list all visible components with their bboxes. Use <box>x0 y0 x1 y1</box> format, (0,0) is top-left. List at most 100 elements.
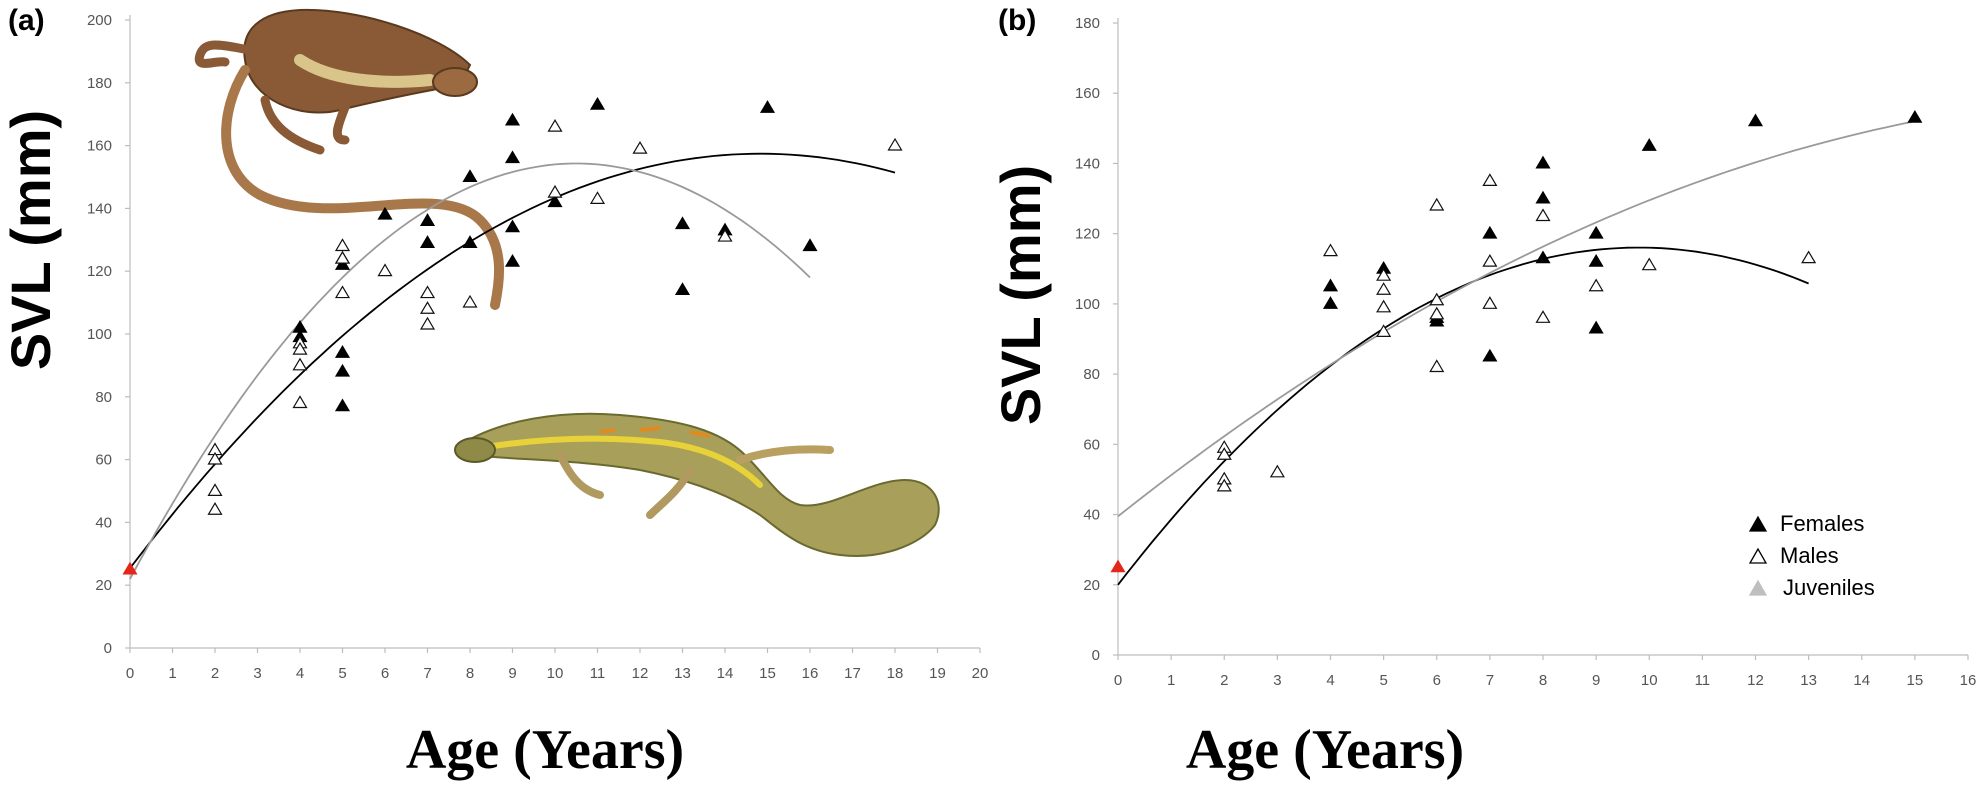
point-females <box>504 254 521 267</box>
point-females <box>334 257 351 270</box>
point-males <box>887 137 903 151</box>
point-females <box>419 213 436 226</box>
x-tick-label: 14 <box>717 665 734 682</box>
point-females <box>1588 320 1604 334</box>
x-tick-label: 8 <box>466 665 474 682</box>
fit-curve-females <box>1117 246 1809 586</box>
y-tick-label: 20 <box>1083 577 1100 594</box>
y-tick-label: 100 <box>1075 296 1100 313</box>
fit-curve-females <box>129 152 896 569</box>
point-females <box>1588 225 1604 239</box>
point-females <box>334 363 351 377</box>
point-males <box>334 250 351 264</box>
panel-label-a: (a) <box>8 4 45 37</box>
point-females <box>759 100 776 113</box>
x-tick-label: 6 <box>381 665 389 682</box>
point-males <box>589 191 606 204</box>
point-males <box>419 316 436 330</box>
y-tick-label: 60 <box>1083 436 1100 453</box>
x-tick-label: 7 <box>423 665 431 682</box>
point-males <box>632 140 648 154</box>
point-origin <box>122 561 138 575</box>
y-tick-label: 160 <box>1075 85 1100 102</box>
y-tick-label: 40 <box>95 514 112 531</box>
x-tick-label: 6 <box>1433 672 1441 689</box>
x-tick-label: 15 <box>1907 672 1924 689</box>
point-males <box>1429 197 1445 211</box>
point-males <box>1429 292 1445 306</box>
point-females <box>1588 253 1604 267</box>
x-tick-label: 0 <box>126 665 134 682</box>
x-tick-label: 1 <box>168 665 176 682</box>
point-males <box>1429 359 1445 373</box>
y-tick-label: 60 <box>95 452 112 469</box>
y-tick-label: 140 <box>87 200 112 217</box>
point-males <box>419 285 436 299</box>
point-females <box>1747 113 1764 127</box>
point-males <box>1535 310 1551 323</box>
point-males <box>292 395 308 409</box>
point-males <box>1482 296 1498 309</box>
point-males <box>1376 282 1392 295</box>
y-tick-label: 80 <box>1083 366 1100 383</box>
point-females <box>589 97 606 110</box>
x-tick-label: 3 <box>1273 672 1281 689</box>
xlabel-a: Age (Years) <box>406 719 684 781</box>
x-tick-label: 19 <box>929 665 946 682</box>
x-tick-label: 12 <box>632 665 649 682</box>
point-males <box>1216 447 1232 460</box>
x-tick-label: 2 <box>1220 672 1228 689</box>
x-tick-label: 11 <box>590 665 606 682</box>
fit-curve-males <box>1117 120 1916 518</box>
y-tick-label: 100 <box>87 326 112 343</box>
x-tick-label: 5 <box>338 665 346 682</box>
x-tick-label: 5 <box>1379 672 1387 689</box>
point-females <box>1482 225 1498 239</box>
x-tick-label: 3 <box>253 665 261 682</box>
x-tick-label: 16 <box>802 665 819 682</box>
y-tick-label: 0 <box>104 640 112 657</box>
point-females <box>1907 110 1923 123</box>
y-tick-label: 80 <box>95 389 112 406</box>
y-tick-label: 120 <box>1075 226 1100 243</box>
point-males <box>1801 250 1817 264</box>
y-tick-label: 200 <box>87 12 112 29</box>
x-tick-label: 14 <box>1853 672 1870 689</box>
fits-b <box>1117 120 1916 586</box>
point-females <box>1429 313 1445 327</box>
point-males <box>292 341 308 355</box>
point-males <box>1322 243 1339 257</box>
point-males <box>1535 208 1551 222</box>
lizard-yellow-illustration <box>454 412 940 557</box>
y-tick-label: 180 <box>1075 15 1100 32</box>
point-females <box>674 282 691 296</box>
point-females <box>419 235 436 248</box>
point-males <box>334 238 351 252</box>
points-a <box>122 97 903 575</box>
point-females <box>462 169 478 182</box>
point-males <box>547 184 563 198</box>
x-tick-label: 2 <box>211 665 219 682</box>
xlabel-b: Age (Years) <box>1186 719 1464 781</box>
x-tick-label: 10 <box>547 665 564 682</box>
point-males <box>377 263 393 277</box>
legend-marker-juveniles <box>1748 579 1768 596</box>
point-males <box>547 118 563 132</box>
x-tick-label: 13 <box>1800 672 1817 689</box>
fit-curve-males <box>129 162 811 580</box>
point-females <box>1322 278 1339 292</box>
legend-label-juveniles: Juveniles <box>1783 575 1875 600</box>
point-males <box>462 294 478 308</box>
panel-label-b: (b) <box>998 4 1036 37</box>
x-tick-label: 11 <box>1695 672 1711 689</box>
x-tick-label: 7 <box>1486 672 1494 689</box>
x-tick-label: 12 <box>1747 672 1764 689</box>
point-females <box>1482 348 1498 362</box>
point-males <box>207 451 223 465</box>
point-females <box>1641 138 1657 151</box>
point-males <box>1482 173 1498 186</box>
point-males <box>1376 299 1392 313</box>
y-tick-label: 40 <box>1083 507 1100 524</box>
y-tick-label: 20 <box>95 577 112 594</box>
